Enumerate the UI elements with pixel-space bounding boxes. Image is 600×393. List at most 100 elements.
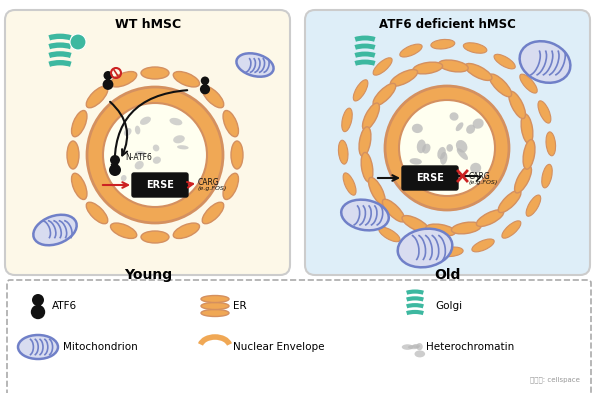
- Ellipse shape: [439, 247, 463, 257]
- Ellipse shape: [472, 239, 494, 252]
- Ellipse shape: [135, 126, 140, 134]
- Ellipse shape: [546, 132, 556, 156]
- Ellipse shape: [173, 72, 200, 87]
- Ellipse shape: [526, 195, 541, 216]
- Ellipse shape: [67, 141, 79, 169]
- Ellipse shape: [110, 72, 137, 87]
- Ellipse shape: [439, 60, 468, 72]
- FancyBboxPatch shape: [305, 10, 590, 275]
- Text: Golgi: Golgi: [435, 301, 462, 311]
- Ellipse shape: [18, 335, 58, 359]
- Ellipse shape: [440, 152, 448, 165]
- Ellipse shape: [457, 148, 468, 160]
- Ellipse shape: [136, 151, 146, 156]
- Text: CARG: CARG: [198, 178, 220, 187]
- Text: Heterochromatin: Heterochromatin: [426, 342, 514, 352]
- Ellipse shape: [223, 110, 238, 137]
- Ellipse shape: [153, 156, 161, 164]
- Ellipse shape: [402, 344, 413, 350]
- Ellipse shape: [121, 175, 127, 181]
- Ellipse shape: [412, 124, 423, 133]
- Ellipse shape: [151, 184, 158, 196]
- Ellipse shape: [538, 101, 551, 123]
- Circle shape: [32, 294, 44, 306]
- Ellipse shape: [201, 296, 229, 303]
- Ellipse shape: [402, 216, 429, 233]
- Ellipse shape: [379, 227, 400, 242]
- Ellipse shape: [466, 125, 475, 134]
- Ellipse shape: [382, 199, 405, 222]
- Circle shape: [103, 79, 113, 90]
- Ellipse shape: [391, 70, 418, 86]
- Ellipse shape: [398, 229, 452, 267]
- Ellipse shape: [362, 103, 379, 130]
- Ellipse shape: [431, 39, 455, 49]
- Ellipse shape: [416, 343, 423, 350]
- Text: CARG: CARG: [469, 172, 491, 181]
- Ellipse shape: [342, 108, 352, 132]
- Ellipse shape: [141, 67, 169, 79]
- Ellipse shape: [368, 177, 385, 205]
- Text: ER: ER: [233, 301, 247, 311]
- Ellipse shape: [412, 344, 420, 348]
- Ellipse shape: [523, 140, 535, 169]
- Text: 微信号: cellspace: 微信号: cellspace: [530, 376, 580, 383]
- Ellipse shape: [124, 128, 131, 136]
- Circle shape: [31, 305, 45, 319]
- Text: Young: Young: [124, 268, 172, 282]
- Ellipse shape: [153, 145, 160, 151]
- Ellipse shape: [71, 110, 87, 137]
- Ellipse shape: [201, 310, 229, 316]
- Ellipse shape: [359, 127, 371, 156]
- Text: Old: Old: [434, 268, 460, 282]
- Ellipse shape: [410, 158, 422, 165]
- Ellipse shape: [236, 53, 274, 77]
- Circle shape: [385, 86, 509, 210]
- Ellipse shape: [422, 144, 431, 154]
- Text: Mitochondrion: Mitochondrion: [63, 342, 138, 352]
- Circle shape: [109, 164, 121, 176]
- Ellipse shape: [71, 173, 87, 200]
- Ellipse shape: [509, 91, 526, 119]
- Circle shape: [201, 77, 209, 85]
- Ellipse shape: [470, 163, 481, 173]
- Ellipse shape: [86, 202, 108, 224]
- FancyBboxPatch shape: [132, 173, 188, 197]
- Text: ERSE: ERSE: [146, 180, 174, 190]
- Text: Nuclear Envelope: Nuclear Envelope: [233, 342, 325, 352]
- Ellipse shape: [373, 83, 396, 106]
- Ellipse shape: [338, 140, 348, 164]
- Ellipse shape: [173, 135, 185, 143]
- Ellipse shape: [86, 86, 108, 108]
- FancyBboxPatch shape: [5, 10, 290, 275]
- Ellipse shape: [361, 152, 373, 182]
- Circle shape: [200, 84, 210, 94]
- Ellipse shape: [373, 58, 392, 75]
- Ellipse shape: [341, 200, 389, 230]
- Ellipse shape: [515, 166, 532, 193]
- Ellipse shape: [34, 215, 77, 245]
- Ellipse shape: [177, 145, 188, 149]
- Ellipse shape: [494, 54, 515, 69]
- Ellipse shape: [455, 122, 463, 131]
- Ellipse shape: [502, 221, 521, 238]
- Text: WT hMSC: WT hMSC: [115, 18, 181, 31]
- Ellipse shape: [446, 144, 453, 152]
- Ellipse shape: [437, 147, 446, 160]
- Text: (e.g.FOS): (e.g.FOS): [469, 180, 499, 185]
- Text: N-ATF6: N-ATF6: [125, 153, 152, 162]
- Ellipse shape: [415, 351, 425, 357]
- Ellipse shape: [463, 43, 487, 53]
- Circle shape: [399, 100, 495, 196]
- Text: (e.g.FOS): (e.g.FOS): [198, 186, 227, 191]
- Ellipse shape: [140, 117, 151, 125]
- Ellipse shape: [343, 173, 356, 195]
- FancyBboxPatch shape: [402, 166, 458, 190]
- Ellipse shape: [465, 64, 492, 81]
- Ellipse shape: [169, 118, 182, 125]
- Ellipse shape: [407, 243, 431, 253]
- Ellipse shape: [426, 224, 455, 236]
- Ellipse shape: [476, 210, 503, 226]
- Ellipse shape: [451, 222, 481, 234]
- Text: ATF6 deficient hMSC: ATF6 deficient hMSC: [379, 18, 515, 31]
